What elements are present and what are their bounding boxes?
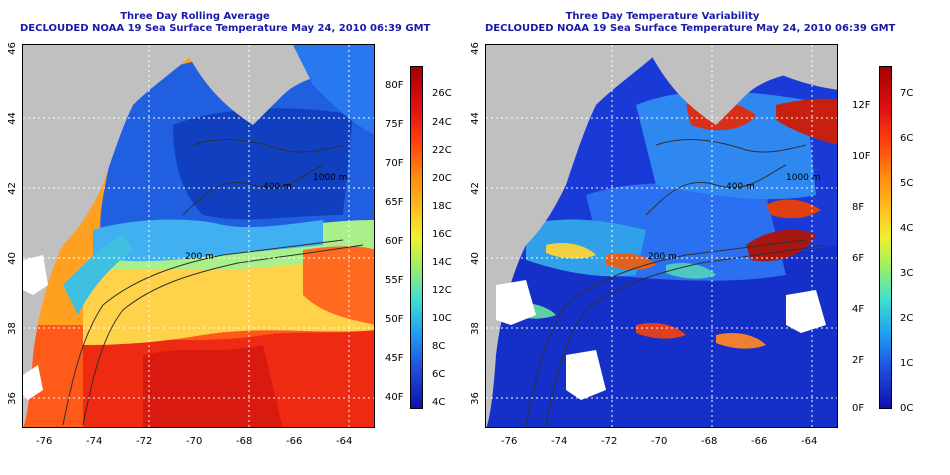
left-sst-map: 200 m 400 m 1000 m <box>22 44 375 428</box>
left-cb-left-label: 65F <box>385 197 404 208</box>
left-contour-label: 1000 m <box>313 173 348 183</box>
right-cb-left-label: 10F <box>852 151 871 162</box>
y-label-40: 40 <box>6 252 18 265</box>
left-cb-left-label: 45F <box>385 353 404 364</box>
x-label-76: -76 <box>36 436 53 447</box>
y-label-44: 44 <box>6 112 18 125</box>
x-label-68-right: -68 <box>701 436 718 447</box>
right-cb-right-label: 3C <box>900 268 914 279</box>
right-title-line1: Three Day Temperature Variability <box>565 11 760 22</box>
x-label-70: -70 <box>186 436 203 447</box>
y-label-42-right: 42 <box>469 182 481 195</box>
x-label-64-right: -64 <box>801 436 818 447</box>
right-contour-label: 400 m <box>726 182 755 192</box>
y-label-46-right: 46 <box>469 42 481 55</box>
right-cb-right-label: 6C <box>900 133 914 144</box>
right-cb-right-label: 0C <box>900 403 914 414</box>
right-cb-right-label: 4C <box>900 223 914 234</box>
left-cb-left-label: 75F <box>385 119 404 130</box>
left-colorbar <box>410 66 423 409</box>
y-label-42: 42 <box>6 182 18 195</box>
x-label-70-right: -70 <box>651 436 668 447</box>
left-cb-right-label: 20C <box>432 173 452 184</box>
left-cb-right-label: 8C <box>432 341 446 352</box>
left-cb-left-label: 70F <box>385 158 404 169</box>
y-label-46: 46 <box>6 42 18 55</box>
right-title-line2: DECLOUDED NOAA 19 Sea Surface Temperatur… <box>485 23 896 34</box>
left-cb-right-label: 18C <box>432 201 452 212</box>
x-label-66: -66 <box>286 436 303 447</box>
left-cb-right-label: 14C <box>432 257 452 268</box>
left-cb-left-label: 50F <box>385 314 404 325</box>
y-label-40-right: 40 <box>469 252 481 265</box>
left-cb-right-label: 26C <box>432 88 452 99</box>
left-cb-right-label: 22C <box>432 145 452 156</box>
left-cb-left-label: 80F <box>385 80 404 91</box>
left-cb-right-label: 10C <box>432 313 452 324</box>
right-contour-label: 200 m <box>648 252 677 262</box>
x-label-72-right: -72 <box>601 436 618 447</box>
right-cb-left-label: 4F <box>852 304 865 315</box>
right-cb-right-label: 1C <box>900 358 914 369</box>
left-title-line2: DECLOUDED NOAA 19 Sea Surface Temperatur… <box>20 23 431 34</box>
x-label-74-right: -74 <box>551 436 568 447</box>
right-colorbar <box>879 66 892 409</box>
left-contour-label: 200 m <box>185 252 214 262</box>
left-cb-right-label: 16C <box>432 229 452 240</box>
left-cb-right-label: 4C <box>432 397 446 408</box>
right-cb-left-label: 6F <box>852 253 865 264</box>
right-cb-left-label: 2F <box>852 355 865 366</box>
right-cb-right-label: 7C <box>900 88 914 99</box>
left-cb-left-label: 60F <box>385 236 404 247</box>
y-label-38: 38 <box>6 322 18 335</box>
left-cb-right-label: 6C <box>432 369 446 380</box>
x-label-66-right: -66 <box>751 436 768 447</box>
left-title-line1: Three Day Rolling Average <box>120 11 270 22</box>
right-cb-left-label: 8F <box>852 202 865 213</box>
right-cb-left-label: 12F <box>852 100 871 111</box>
left-contour-label: 400 m <box>263 182 292 192</box>
left-cb-left-label: 55F <box>385 275 404 286</box>
x-label-64: -64 <box>336 436 353 447</box>
y-label-38-right: 38 <box>469 322 481 335</box>
left-cb-right-label: 12C <box>432 285 452 296</box>
left-cb-left-label: 40F <box>385 392 404 403</box>
left-cb-right-label: 24C <box>432 117 452 128</box>
right-cb-right-label: 5C <box>900 178 914 189</box>
x-label-76-right: -76 <box>501 436 518 447</box>
right-variability-map: 200 m 400 m 1000 m <box>485 44 838 428</box>
x-label-72: -72 <box>136 436 153 447</box>
right-cb-left-label: 0F <box>852 403 865 414</box>
x-label-74: -74 <box>86 436 103 447</box>
x-label-68: -68 <box>236 436 253 447</box>
right-contour-label: 1000 m <box>786 173 821 183</box>
y-label-44-right: 44 <box>469 112 481 125</box>
y-label-36-right: 36 <box>469 392 481 405</box>
right-cb-right-label: 2C <box>900 313 914 324</box>
y-label-36: 36 <box>6 392 18 405</box>
